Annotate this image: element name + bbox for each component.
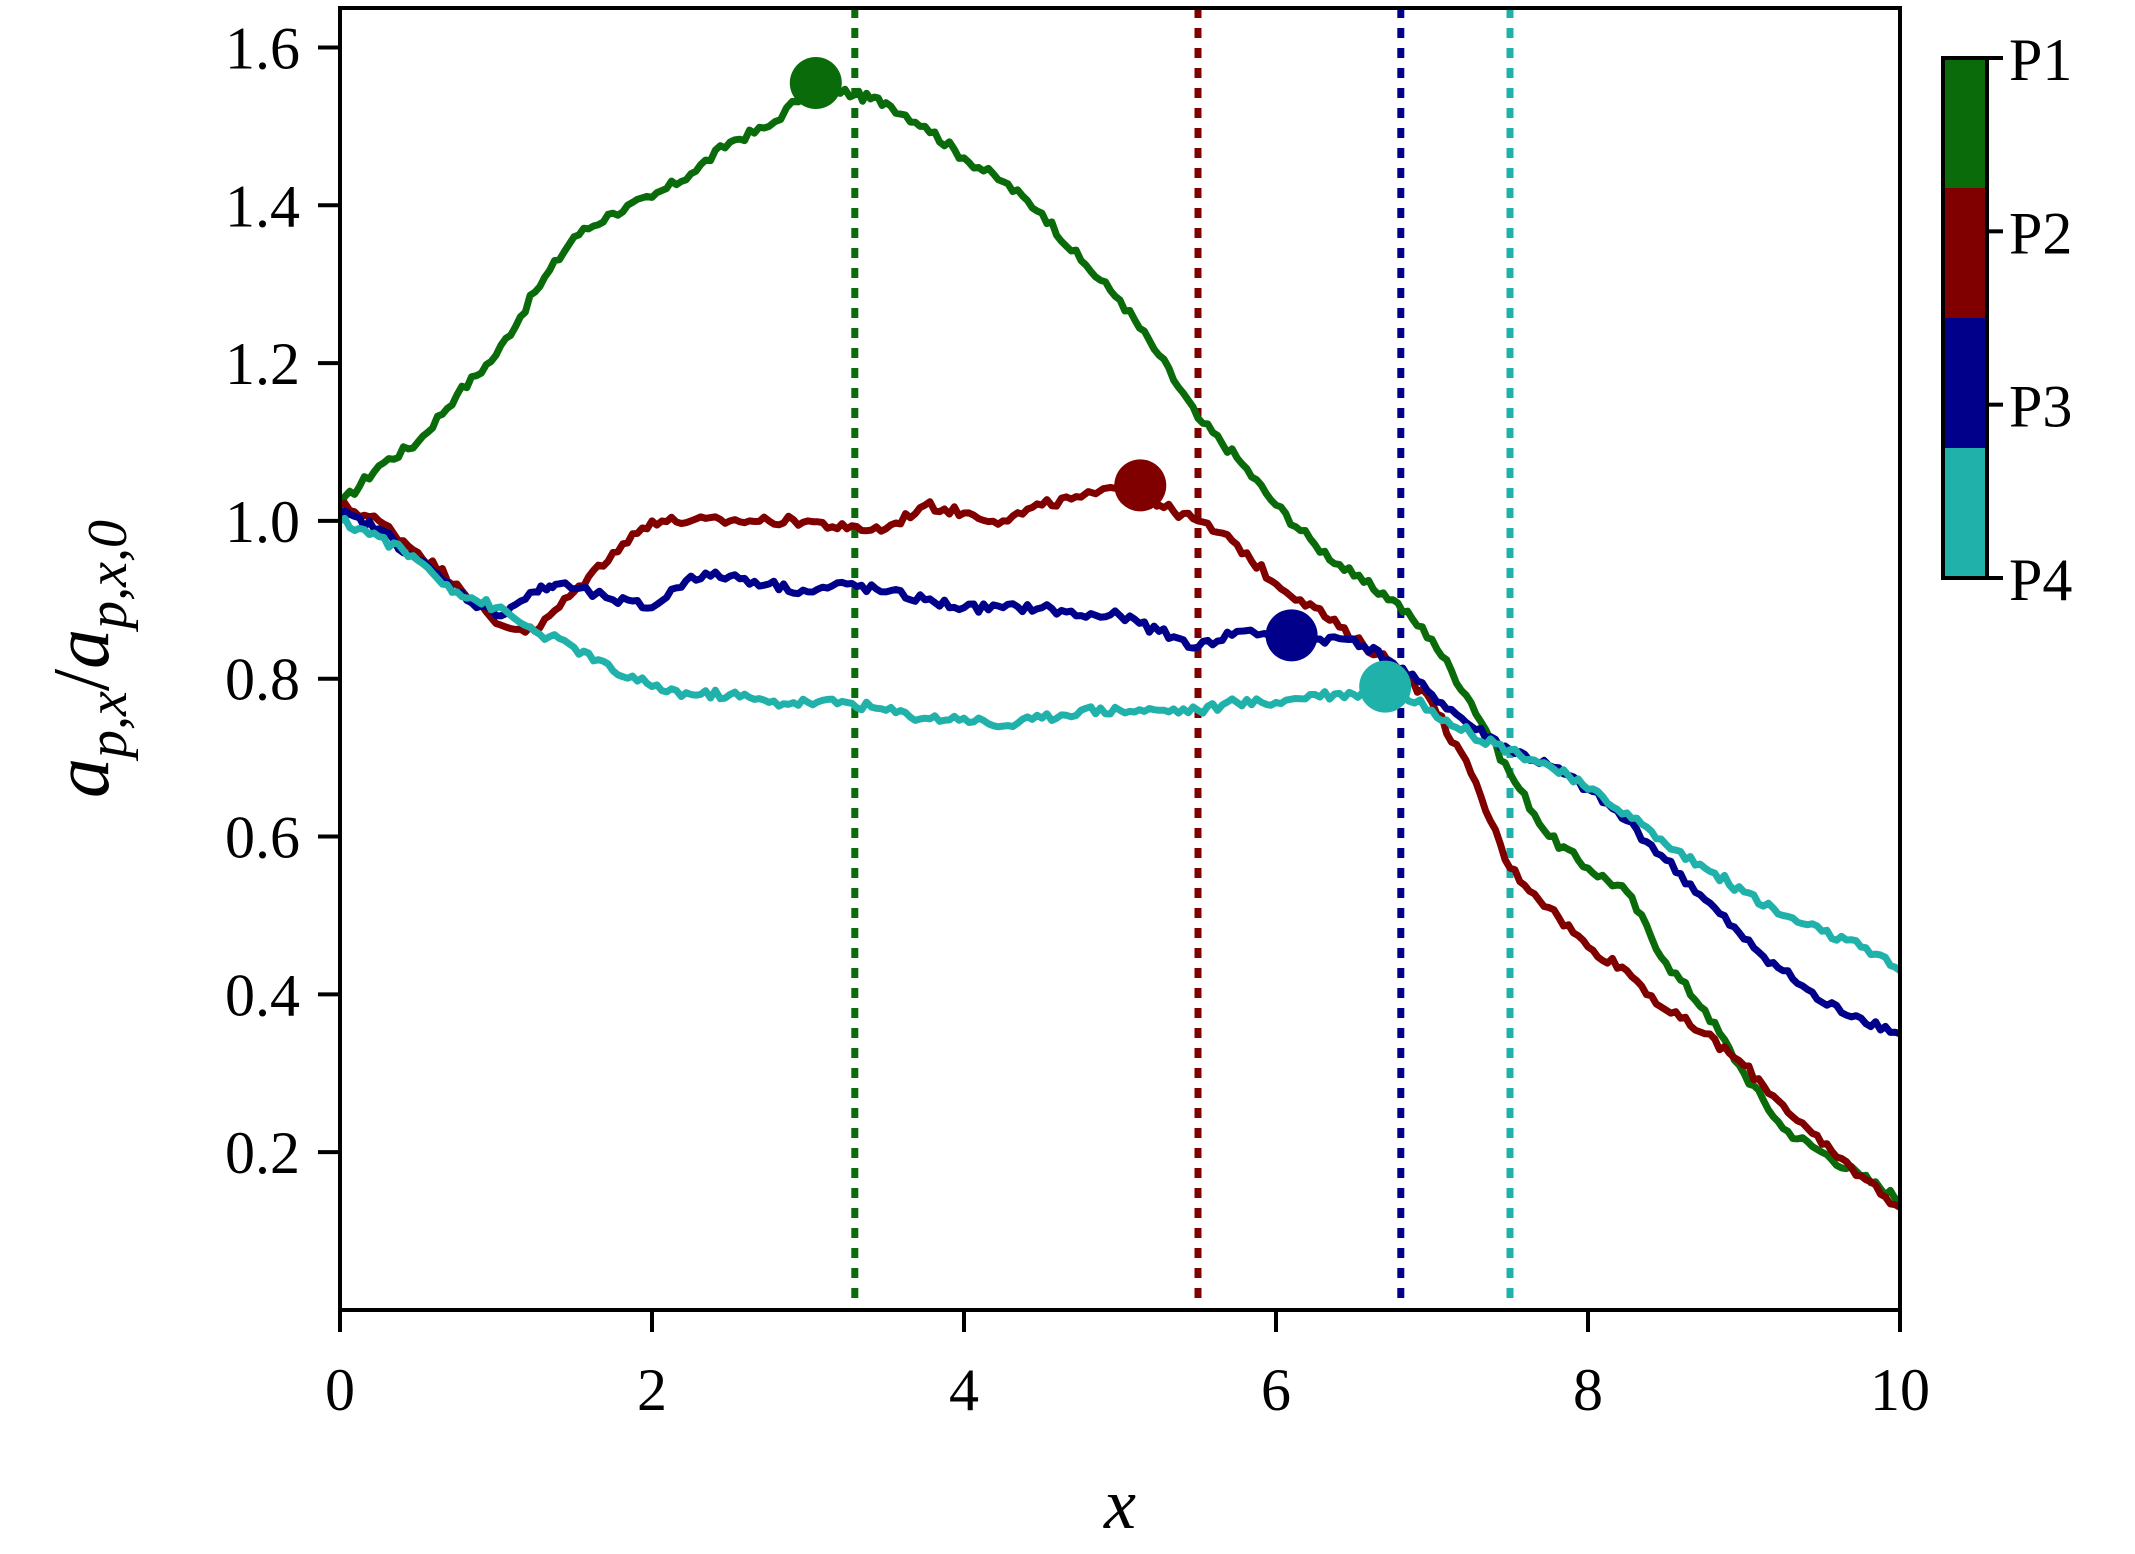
colorbar-segment-p2: [1943, 188, 1987, 318]
x-axis-label: x: [1103, 1464, 1136, 1544]
x-tick-label: 8: [1573, 1357, 1603, 1423]
peak-markers: [789, 56, 1412, 713]
y-tick-label: 0.2: [225, 1120, 300, 1186]
y-axis: 0.2 0.4 0.6 0.8 1.0 1.2 1.4 1.6: [225, 15, 340, 1186]
colorbar-segment-p1: [1943, 58, 1987, 188]
x-tick-label: 2: [637, 1357, 667, 1423]
series-line-p4: [340, 514, 1900, 974]
colorbar-label-p3: P3: [2009, 374, 2072, 440]
y-tick-label: 0.6: [225, 805, 300, 871]
y-tick-label: 1.0: [225, 489, 300, 555]
svg-text:ap,x/ap,x,0: ap,x/ap,x,0: [38, 520, 139, 798]
y-tick-label: 1.4: [225, 173, 300, 239]
x-tick-label: 6: [1261, 1357, 1291, 1423]
y-tick-label: 0.4: [225, 962, 300, 1028]
y-axis-label: ap,x/ap,x,0: [38, 520, 139, 798]
peak-marker-p1: [789, 56, 842, 109]
peak-marker-p4: [1359, 660, 1412, 713]
colorbar-legend: P1 P2 P3 P4: [1941, 27, 2072, 613]
x-tick-label: 10: [1870, 1357, 1930, 1423]
y-tick-label: 1.6: [225, 15, 300, 81]
y-tick-label: 1.2: [225, 331, 300, 397]
plot-frame: [338, 6, 1902, 1312]
x-tick-label: 0: [325, 1357, 355, 1423]
x-tick-label: 4: [949, 1357, 979, 1423]
colorbar-segment-p3: [1943, 318, 1987, 448]
colorbar-label-p4: P4: [2009, 547, 2072, 613]
series-line-p1: [340, 79, 1900, 1203]
peak-marker-p3: [1265, 609, 1318, 662]
colorbar-label-p1: P1: [2009, 27, 2072, 93]
colorbar-frame: [1941, 56, 1989, 580]
peak-marker-p2: [1114, 459, 1167, 512]
colorbar-label-p2: P2: [2009, 200, 2072, 266]
colorbar-segment-p4: [1943, 448, 1987, 578]
threshold-lines: [851, 8, 1514, 1310]
y-tick-label: 0.8: [225, 647, 300, 713]
x-axis: 0 2 4 6 8 10: [325, 1310, 1930, 1423]
series-lines: [340, 79, 1900, 1211]
series-line-p3: [340, 507, 1900, 1038]
